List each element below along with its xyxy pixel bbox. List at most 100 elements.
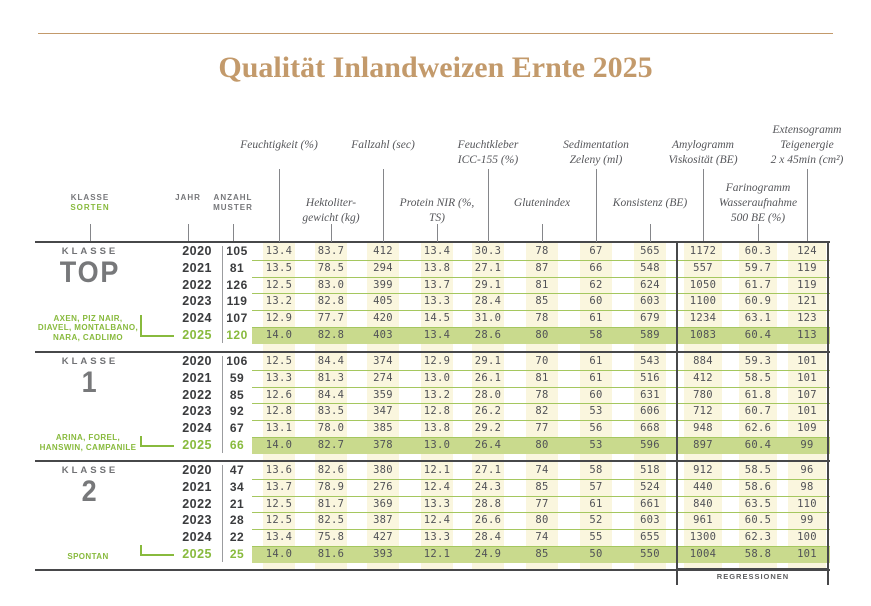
value-cell: 387	[373, 514, 393, 527]
year-bracket	[140, 436, 142, 447]
jahr-cell: 2020	[182, 244, 212, 258]
value-cell: 12.4	[423, 480, 451, 493]
value-cell: 29.1	[474, 355, 502, 367]
value-cell: 78.0	[317, 422, 345, 435]
column-header-line: TS)	[429, 212, 445, 224]
value-cell: 14.0	[265, 439, 293, 451]
anzahl-cell: 92	[229, 404, 245, 419]
row-separator	[252, 546, 830, 547]
value-cell: 29.1	[474, 278, 502, 291]
value-cell: 13.3	[423, 295, 451, 308]
sorten-line: DIAVEL, MONTALBANO,	[37, 323, 139, 332]
value-cell: 82.8	[317, 329, 345, 341]
value-cell: 84.4	[317, 388, 345, 401]
jahr-cell: 2021	[182, 479, 212, 494]
row-separator	[252, 369, 830, 371]
anzahl-header-label: ANZAHL MUSTER	[213, 193, 253, 212]
value-cell: 60.4	[744, 329, 772, 341]
year-bracket	[140, 545, 142, 556]
jahr-cell: 2022	[182, 496, 212, 511]
jahr-cell: 2024	[182, 421, 212, 436]
value-cell: 24.3	[474, 480, 502, 493]
value-cell: 121	[797, 295, 817, 308]
value-cell: 912	[693, 464, 713, 476]
value-cell: 661	[640, 497, 660, 510]
value-cell: 83.7	[317, 245, 345, 257]
row-separator	[252, 512, 830, 514]
klasse-name: 2	[81, 475, 99, 508]
value-cell: 96	[800, 464, 814, 476]
column-header: Amylogramm Viskosität (BE)	[668, 138, 737, 168]
column-header-line: Glutenindex	[513, 197, 571, 209]
value-cell: 294	[373, 261, 393, 274]
column-header: Feuchtigkeit (%)	[240, 138, 318, 153]
value-cell: 1234	[689, 312, 717, 325]
value-cell: 12.5	[265, 278, 293, 291]
header-tick	[383, 169, 384, 242]
value-cell: 14.5	[423, 312, 451, 325]
value-cell: 13.4	[265, 531, 293, 544]
year-bracket	[140, 554, 174, 556]
value-cell: 84.4	[317, 355, 345, 367]
klasse-header-label: KLASSE	[70, 193, 110, 202]
block-separator	[35, 460, 830, 462]
value-cell: 101	[797, 355, 817, 367]
column-header-line: Konsistenz (BE)	[612, 197, 688, 209]
column-stripe	[788, 242, 826, 569]
jahr-anzahl-divider	[222, 356, 223, 453]
column-header-line: Fallzahl (sec)	[351, 139, 415, 151]
value-cell: 124	[797, 245, 817, 257]
value-cell: 1050	[689, 278, 717, 291]
anzahl-cell: 21	[229, 496, 245, 511]
value-cell: 123	[797, 312, 817, 325]
value-cell: 28.4	[474, 295, 502, 308]
value-cell: 13.1	[265, 422, 293, 435]
value-cell: 77	[535, 422, 549, 435]
value-cell: 12.8	[265, 405, 293, 418]
value-cell: 961	[693, 514, 713, 527]
value-cell: 82.5	[317, 514, 345, 527]
value-cell: 26.6	[474, 514, 502, 527]
title-rule	[38, 33, 833, 34]
column-stripe	[315, 242, 347, 569]
value-cell: 12.6	[265, 388, 293, 401]
value-cell: 13.2	[423, 388, 451, 401]
value-cell: 81	[535, 278, 549, 291]
anzahl-cell: 59	[229, 370, 245, 385]
value-cell: 59.7	[744, 261, 772, 274]
header-tick	[90, 224, 91, 242]
sorten-line: SPONTAN	[67, 551, 109, 561]
anzahl-cell: 22	[229, 530, 245, 545]
sorten-line: HANSWIN, CAMPANILE	[39, 442, 137, 452]
row-separator	[252, 529, 830, 531]
value-cell: 374	[373, 355, 393, 367]
value-cell: 13.4	[423, 329, 451, 341]
jahr-cell: 2024	[182, 530, 212, 545]
value-cell: 56	[589, 422, 603, 435]
block-separator	[35, 241, 830, 243]
anzahl-cell: 106	[226, 354, 248, 368]
column-header-line: Feuchtkleber	[457, 139, 519, 151]
value-cell: 606	[640, 405, 660, 418]
value-cell: 668	[640, 422, 660, 435]
value-cell: 274	[373, 371, 393, 384]
anzahl-cell: 119	[226, 294, 248, 309]
value-cell: 24.9	[474, 548, 502, 560]
value-cell: 712	[693, 405, 713, 418]
row-separator	[252, 276, 830, 278]
jahr-cell: 2021	[182, 370, 212, 385]
jahr-cell: 2023	[182, 513, 212, 528]
column-stripe	[684, 242, 722, 569]
sorten-line: AXEN, PIZ NAIR,	[53, 313, 123, 323]
value-cell: 59.3	[744, 355, 772, 367]
klasse-word: KLASSE	[61, 246, 119, 257]
jahr-header-label: JAHR	[175, 193, 201, 202]
value-cell: 78	[535, 312, 549, 325]
column-header: Konsistenz (BE)	[613, 196, 687, 211]
value-cell: 82.6	[317, 464, 345, 476]
value-cell: 12.9	[265, 312, 293, 325]
column-stripe	[526, 242, 558, 569]
value-cell: 13.4	[265, 245, 293, 257]
value-cell: 110	[797, 497, 817, 510]
value-cell: 119	[797, 261, 817, 274]
